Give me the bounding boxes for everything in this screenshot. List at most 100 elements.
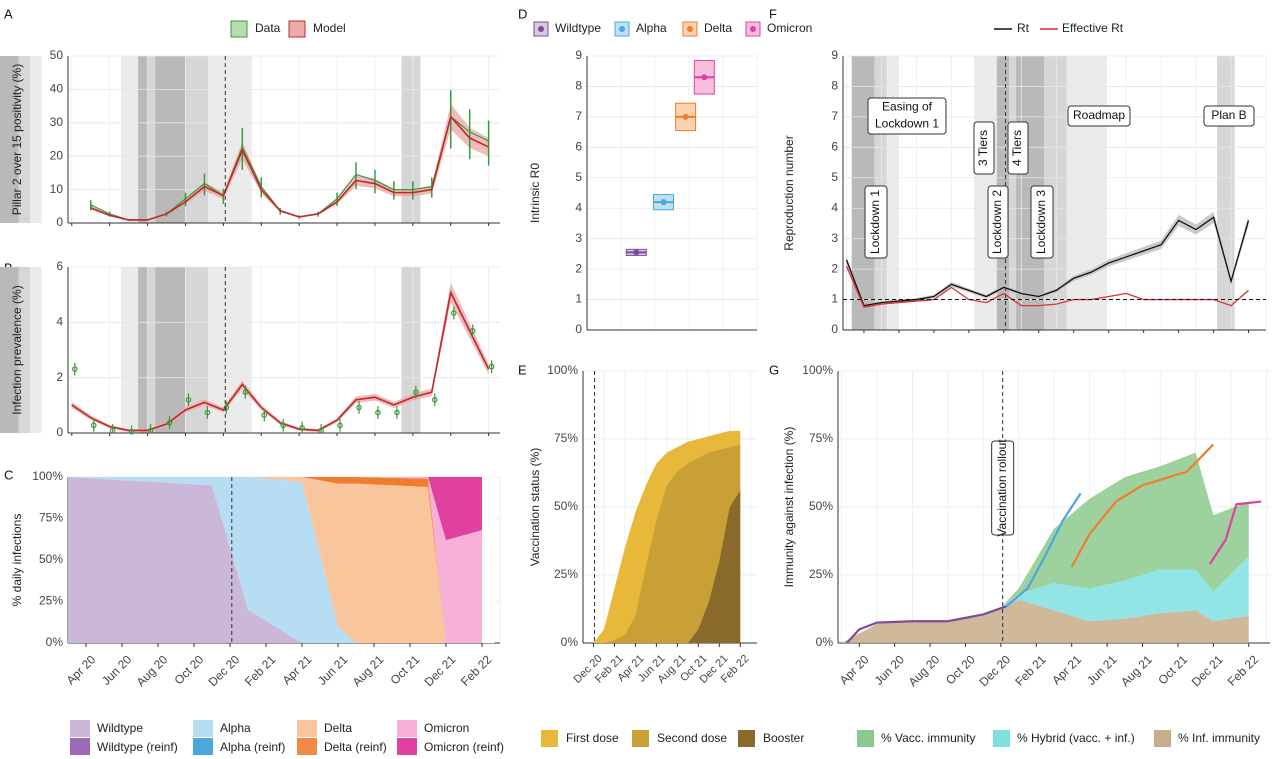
immunity-line [1005,492,1082,608]
legend-key [1154,730,1171,747]
y-tick-label: 2 [56,370,63,384]
shade-band [1044,56,1067,330]
y-tick-label: 30 [50,115,64,129]
legend-key [193,738,213,755]
data-point [147,427,154,434]
legend-label: % Hybrid (vacc. + inf.) [1017,731,1135,745]
y-tick-label: 0 [56,215,63,229]
data-point [488,363,495,370]
shade-band [147,56,156,223]
y-tick-label: 2 [575,261,582,275]
y-tick-label: 25% [554,567,578,581]
legend-label: Delta [324,721,352,735]
data-point [280,422,287,429]
shade-band [138,56,148,223]
annotation-box [867,97,947,135]
legend-label: Alpha [220,721,251,735]
x-tick-label: Apr 21 [1049,652,1084,687]
legend-key [70,720,90,737]
shade-band [401,56,421,223]
shade-band [147,267,156,433]
legend-label: % Inf. immunity [1178,731,1260,745]
y-tick-label: 75% [809,431,833,445]
legend-label: Alpha [636,21,667,35]
estimate-point [701,74,708,81]
legend-label: Model [313,21,346,35]
shade-band [185,267,209,433]
data-point [431,396,438,403]
x-tick-label: Dec 20 [976,652,1013,689]
shade-band [208,56,252,223]
x-tick-label: Aug 20 [134,652,171,689]
immunity-line [846,605,1007,644]
y-tick-label: 5 [831,170,838,184]
x-tick-label: Feb 22 [458,652,495,689]
annotation-label: Lockdown 2 [990,190,1004,254]
y-axis-label: Pillar 2 over 15 positivity (%) [10,64,24,215]
area-wildtype [68,477,482,643]
shade-band [18,56,31,223]
area-booster [593,490,741,643]
y-tick-label: 25% [39,594,63,608]
x-tick-label: Feb 22 [1225,652,1262,689]
y-tick-label: 75% [554,431,578,445]
y-tick-label: 100% [802,363,833,377]
y-tick-label: 75% [39,511,63,525]
y-tick-label: 6 [56,259,63,273]
x-tick-label: Apr 21 [279,652,314,687]
area-delta [68,477,482,643]
legend-key [632,730,649,747]
immunity-line [1070,443,1215,568]
y-tick-label: 8 [575,79,582,93]
legend-label: Omicron [424,721,469,735]
plot-area-D [587,56,757,330]
x-tick-label: Aug 21 [350,652,387,689]
panel-letter: F [769,7,777,22]
legend-point [687,26,693,32]
x-tick-label: Aug 21 [1118,652,1155,689]
legend-label: Omicron [767,21,812,35]
legend-label: Alpha (reinf) [220,740,285,754]
legend-key [857,730,874,747]
data-point [166,419,173,426]
annotation-label: Lockdown 1 [868,190,882,254]
panel-letter: D [518,7,527,22]
y-tick-label: 100% [32,469,63,483]
shade-band [30,56,42,223]
data-point [261,412,268,418]
y-tick-label: 25% [809,567,833,581]
x-tick-label: Oct 20 [171,652,206,687]
data-point [413,389,419,395]
x-tick-label: Dec 21 [422,652,459,689]
legend-key [70,738,90,755]
model-line [90,115,489,221]
y-tick-label: 4 [575,200,582,214]
y-tick-label: 0 [56,425,63,439]
y-tick-label: 0% [816,635,834,649]
data-point [356,404,362,411]
data-point [337,422,343,429]
legend-key [397,738,417,755]
legend-label: First dose [566,731,619,745]
annotation-label: Roadmap [1073,108,1125,122]
area--hybrid-vacc-inf- [841,555,1249,643]
legend-key [297,720,317,737]
x-tick-label: Oct 21 [387,652,422,687]
y-tick-label: 0% [561,635,579,649]
estimate-point [682,113,689,120]
area-omicron-reinf- [68,477,482,541]
legend-key-model [288,20,306,38]
y-tick-label: 50% [554,499,578,513]
estimate-point [660,199,667,206]
annotation-box [973,121,995,175]
x-tick-label: Jun 21 [1084,652,1120,688]
legend-key [541,730,558,747]
y-tick-label: 20 [50,148,64,162]
legend-label: Second dose [657,731,727,745]
y-tick-label: 2 [831,261,838,275]
x-tick-label: Apr 20 [63,652,98,687]
annotation-box [1007,121,1029,175]
y-tick-label: 40 [50,82,64,96]
shade-band [1009,56,1017,330]
x-tick-label: Dec 21 [1189,652,1226,689]
